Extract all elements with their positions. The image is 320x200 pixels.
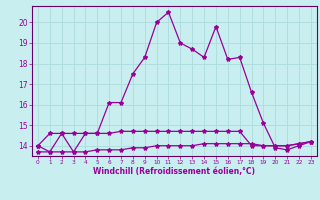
X-axis label: Windchill (Refroidissement éolien,°C): Windchill (Refroidissement éolien,°C) (93, 167, 255, 176)
